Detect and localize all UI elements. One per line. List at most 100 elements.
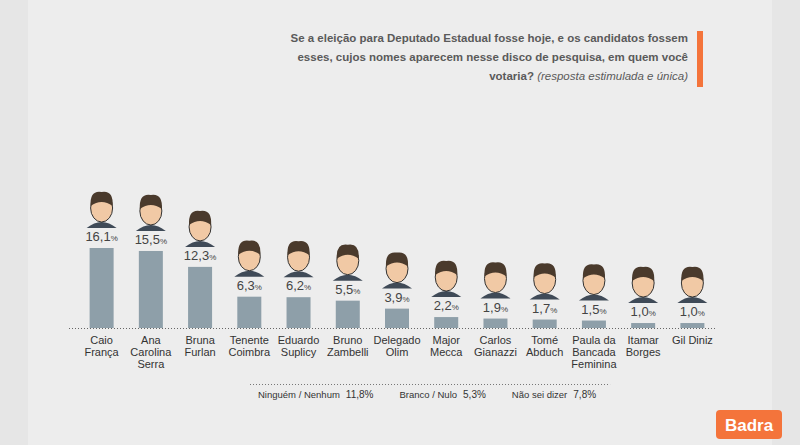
- avatar-shoulders: [333, 275, 363, 281]
- avatar-shoulders: [87, 222, 117, 228]
- data-label-unit: %: [599, 307, 606, 316]
- avatar: [579, 264, 609, 300]
- avatar: [87, 192, 117, 228]
- accent-bar: [697, 31, 703, 87]
- bars: [90, 248, 705, 328]
- bar: [680, 323, 704, 328]
- avatar-shoulders: [136, 225, 166, 231]
- data-label-number: 16,1: [85, 229, 110, 244]
- other-label: Branco / Nulo: [399, 389, 457, 400]
- category-line: Tomé: [531, 334, 558, 346]
- avatar-hair: [386, 252, 408, 266]
- avatar-shoulders: [579, 295, 609, 301]
- category-label: Paula daBancadaFeminina: [571, 334, 617, 370]
- other-label: Não sei dizer: [512, 389, 567, 400]
- avatar-hair: [91, 192, 113, 206]
- avatar-hair: [435, 261, 457, 275]
- data-label-number: 1,0: [631, 304, 649, 319]
- category-label: DelegadoOlim: [373, 334, 420, 358]
- category-label: BrunaFurlan: [184, 334, 215, 358]
- data-label: 15,5%: [135, 232, 167, 247]
- data-label-number: 1,9: [483, 300, 501, 315]
- category-line: Carolina: [130, 346, 172, 358]
- data-label-number: 1,0: [680, 304, 698, 319]
- category-label: CaioFrança: [84, 334, 119, 358]
- data-label: 1,7%: [532, 301, 557, 316]
- avatar-shoulders: [431, 291, 461, 297]
- data-label: 6,2%: [286, 278, 311, 293]
- category-line: Zambelli: [327, 346, 369, 358]
- avatar-shoulders: [677, 297, 707, 303]
- category-label: TenenteCoimbra: [229, 334, 271, 358]
- avatar-hair: [534, 263, 556, 277]
- bar: [336, 301, 360, 328]
- bar: [483, 319, 507, 328]
- data-label: 5,5%: [335, 282, 360, 297]
- avatar: [185, 211, 215, 247]
- avatar-shoulders: [530, 294, 560, 300]
- background: [0, 0, 800, 445]
- category-line: Furlan: [184, 346, 215, 358]
- category-line: Paula da: [572, 334, 616, 346]
- chart: Se a eleição para Deputado Estadual foss…: [0, 0, 800, 445]
- avatar-hair: [583, 264, 605, 278]
- title-line: Se a eleição para Deputado Estadual foss…: [290, 32, 688, 44]
- avatar: [677, 267, 707, 303]
- data-label-unit: %: [304, 283, 311, 292]
- category-line: Mecca: [430, 346, 463, 358]
- category-label: EduardoSuplicy: [278, 334, 320, 358]
- data-label: 1,9%: [483, 300, 508, 315]
- category-line: Ana: [141, 334, 161, 346]
- category-label: CarlosGianazzi: [474, 334, 517, 358]
- category-line: Borges: [626, 346, 661, 358]
- category-line: Coimbra: [229, 346, 271, 358]
- avatar: [530, 263, 560, 299]
- avatar-hair: [632, 267, 654, 281]
- brand: Badra: [716, 410, 782, 439]
- data-label: 1,0%: [631, 304, 656, 319]
- avatar-shoulders: [480, 293, 510, 299]
- title-line: esses, cujos nomes aparecem nesse disco …: [297, 51, 688, 63]
- bar: [287, 297, 311, 328]
- category-label: MajorMecca: [430, 334, 463, 358]
- avatar-shoulders: [185, 241, 215, 247]
- data-label-unit: %: [698, 309, 705, 318]
- category-line: Carlos: [480, 334, 512, 346]
- avatar-hair: [337, 244, 359, 258]
- avatar: [136, 195, 166, 231]
- data-label: 6,3%: [237, 278, 262, 293]
- avatar-hair: [681, 267, 703, 281]
- category-line: Bancada: [572, 346, 616, 358]
- category-line: Bruno: [333, 334, 362, 346]
- avatar: [382, 252, 412, 288]
- data-label-unit: %: [550, 306, 557, 315]
- avatar: [628, 267, 658, 303]
- bar: [237, 297, 261, 328]
- title: Se a eleição para Deputado Estadual foss…: [290, 32, 688, 82]
- bar: [90, 248, 114, 328]
- avatar: [333, 244, 363, 280]
- bar: [188, 267, 212, 328]
- category-line: Itamar: [628, 334, 660, 346]
- category-label: BrunoZambelli: [327, 334, 369, 358]
- category-line: Delegado: [373, 334, 420, 346]
- data-label-unit: %: [452, 303, 459, 312]
- avatar: [431, 261, 461, 297]
- category-line: Tenente: [230, 334, 269, 346]
- data-label-number: 1,7: [532, 301, 550, 316]
- other-value: 7,8%: [573, 389, 596, 400]
- avatar-hair: [287, 241, 309, 255]
- data-label-unit: %: [501, 305, 508, 314]
- category-line: Olim: [386, 346, 409, 358]
- avatar-shoulders: [284, 271, 314, 277]
- data-label-number: 6,3: [237, 278, 255, 293]
- avatar-shoulders: [382, 283, 412, 289]
- category-line: Serra: [137, 358, 165, 370]
- avatar-hair: [189, 211, 211, 225]
- data-label: 2,2%: [434, 298, 459, 313]
- category-label: AnaCarolinaSerra: [130, 334, 172, 370]
- other-value: 5,3%: [463, 389, 486, 400]
- category-label: Gil Diniz: [672, 334, 713, 346]
- bar: [434, 317, 458, 328]
- category-line: Abduch: [526, 346, 563, 358]
